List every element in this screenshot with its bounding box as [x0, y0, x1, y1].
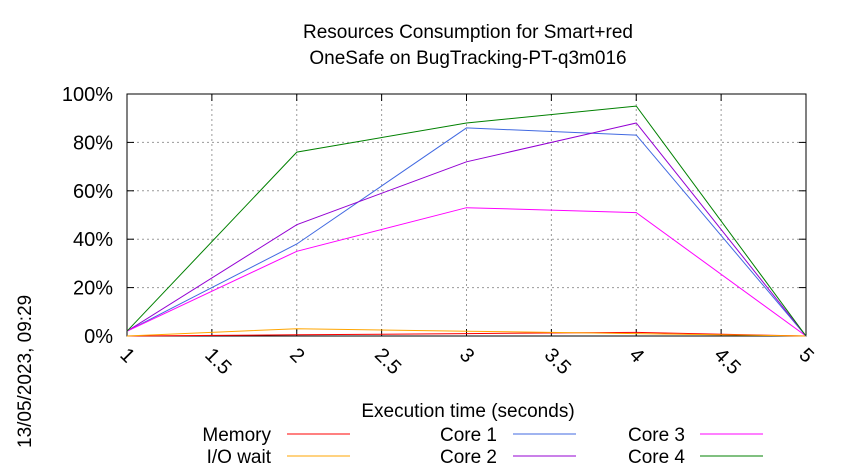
x-tick-label: 1 [115, 344, 138, 367]
legend-entry-core-2: Core 2 [440, 447, 576, 468]
x-tick-label: 4.5 [710, 344, 745, 379]
series-line-core-2 [126, 122, 807, 337]
grid [127, 94, 806, 336]
y-tick-label: 40% [73, 229, 113, 251]
timestamp: 13/05/2023, 09:29 [15, 295, 36, 448]
x-axis-label: Execution time (seconds) [361, 401, 574, 422]
series-line-memory [126, 331, 807, 337]
x-tick-label: 2 [285, 344, 308, 367]
series-lines [126, 105, 807, 337]
y-tick-label: 20% [73, 278, 113, 300]
x-tick-label: 3 [455, 344, 478, 367]
chart-title-line-1: Resources Consumption for Smart+red [303, 22, 633, 43]
x-tick-label: 1.5 [200, 344, 235, 379]
y-tick-label: 0% [84, 326, 113, 348]
legend-label: Core 2 [440, 447, 497, 468]
x-tick-labels: 1 1.5 2 2.5 3 3.5 4 4.5 5 [115, 344, 817, 379]
legend-entry-core-4: Core 4 [628, 447, 763, 468]
series-line-core-1 [126, 127, 807, 337]
series-line-core-3 [126, 207, 807, 337]
chart-title: Resources Consumption for Smart+red OneS… [303, 22, 633, 69]
y-tick-label: 80% [73, 132, 113, 154]
x-tick-label: 3.5 [540, 344, 575, 379]
series-line-core-4 [126, 105, 807, 337]
series-line-i-o-wait [126, 328, 807, 337]
x-tick-label: 2.5 [370, 344, 405, 379]
y-tick-labels: 0% 20% 40% 60% 80% 100% [62, 84, 113, 348]
legend-label: Core 1 [440, 425, 497, 446]
legend-entry-core-3: Core 3 [628, 425, 763, 446]
y-tick-label: 60% [73, 181, 113, 203]
legend-label: Core 4 [628, 447, 685, 468]
y-tick-label: 100% [62, 84, 113, 106]
x-tick-label: 4 [625, 344, 648, 367]
chart-title-line-2: OneSafe on BugTracking-PT-q3m016 [309, 48, 626, 69]
legend-label: Core 3 [628, 425, 685, 446]
legend-label: Memory [202, 425, 271, 446]
legend-entry-core-1: Core 1 [440, 425, 576, 446]
legend-label: I/O wait [207, 447, 272, 468]
legend-entry-i-o-wait: I/O wait [207, 447, 350, 468]
legend-entry-memory: Memory [202, 425, 350, 446]
x-tick-label: 5 [794, 344, 817, 367]
